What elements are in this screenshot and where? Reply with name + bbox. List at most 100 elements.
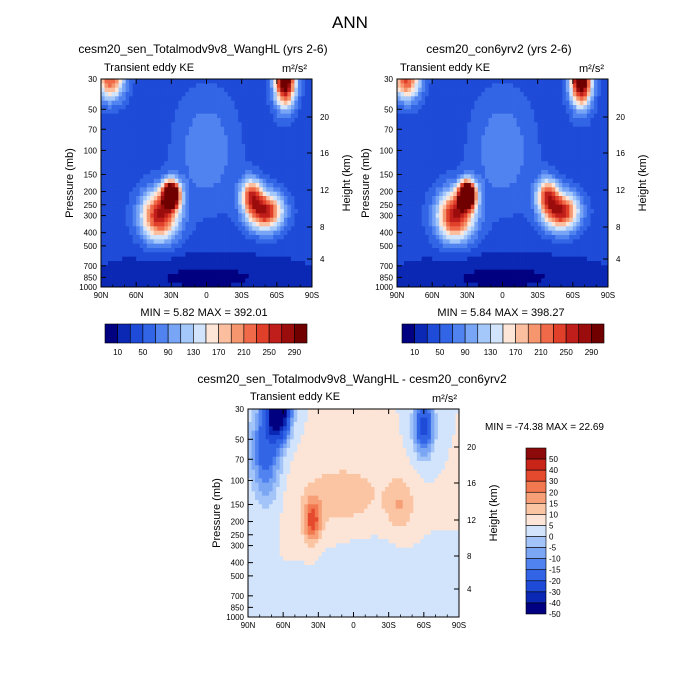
heatmap-cell <box>252 204 257 210</box>
heatmap-cell <box>146 83 151 89</box>
heatmap-cell <box>202 165 207 171</box>
heatmap-cell <box>259 139 264 145</box>
heatmap-cell <box>276 191 281 197</box>
heatmap-cell <box>224 269 228 275</box>
heatmap-cell <box>460 118 465 123</box>
heatmap-cell <box>157 170 162 175</box>
heatmap-cell <box>453 170 458 175</box>
heatmap-cell <box>294 87 299 93</box>
heatmap-cell <box>551 209 556 214</box>
heatmap-cell <box>460 174 465 180</box>
heatmap-cell <box>153 139 158 145</box>
heatmap-cell <box>188 79 193 84</box>
heatmap-cell <box>111 152 116 158</box>
heatmap-cell <box>224 217 228 223</box>
heatmap-cell <box>470 187 475 193</box>
heatmap-cell <box>129 152 133 158</box>
heatmap-cell <box>463 144 468 149</box>
heatmap-cell <box>583 209 588 214</box>
heatmap-cell <box>241 178 246 184</box>
heatmap-cell <box>167 161 172 167</box>
heatmap-cell <box>227 217 232 223</box>
heatmap-cell <box>238 165 243 171</box>
heatmap-cell <box>551 191 556 197</box>
heatmap-cell <box>308 269 313 275</box>
heatmap-cell <box>132 79 137 84</box>
heatmap-cell <box>477 217 482 223</box>
heatmap-cell <box>516 122 521 128</box>
heatmap-cell <box>181 100 186 106</box>
heatmap-cell <box>167 178 172 184</box>
heatmap-cell <box>414 144 419 149</box>
heatmap-cell <box>297 152 302 158</box>
heatmap-cell <box>241 105 246 110</box>
heatmap-cell <box>269 131 274 136</box>
heatmap-cell <box>122 256 126 262</box>
heatmap-cell <box>160 213 165 219</box>
heatmap-cell <box>304 209 309 214</box>
heatmap-cell <box>181 148 186 154</box>
heatmap-cell <box>171 196 176 201</box>
heatmap-cell <box>206 209 211 214</box>
heatmap-cell <box>428 187 433 193</box>
heatmap-cell <box>146 139 151 145</box>
heatmap-cell <box>449 157 454 162</box>
heatmap-cell <box>262 213 267 219</box>
heatmap-cell <box>467 139 472 145</box>
heatmap-cell <box>262 261 267 266</box>
heatmap-cell <box>231 265 235 271</box>
heatmap-cell <box>301 126 306 132</box>
heatmap-cell <box>283 109 288 115</box>
heatmap-cell <box>132 148 137 154</box>
heatmap-cell <box>132 126 137 132</box>
heatmap-cell <box>548 79 553 84</box>
heatmap-cell <box>509 174 514 180</box>
heatmap-cell <box>153 148 158 154</box>
heatmap-cell <box>308 235 313 240</box>
heatmap-cell <box>241 148 246 154</box>
heatmap-cell <box>139 161 144 167</box>
heatmap-cell <box>217 109 221 115</box>
heatmap-cell <box>579 113 584 119</box>
heatmap-cell <box>495 144 500 149</box>
heatmap-cell <box>238 265 243 271</box>
heatmap-cell <box>516 109 521 115</box>
heatmap-cell <box>530 100 535 106</box>
heatmap-cell <box>276 204 281 210</box>
heatmap-cell <box>224 282 228 288</box>
heatmap-cell <box>185 222 190 227</box>
heatmap-cell <box>541 217 546 223</box>
heatmap-cell <box>150 183 155 188</box>
y-axis-label: Pressure (mb) <box>64 148 76 218</box>
heatmap-cell <box>488 183 493 188</box>
heatmap-cell <box>520 135 524 141</box>
heatmap-cell <box>111 252 116 258</box>
heatmap-cell <box>439 126 444 132</box>
heatmap-cell <box>463 139 468 145</box>
heatmap-cell <box>248 135 253 141</box>
heatmap-cell <box>206 278 211 284</box>
heatmap-cell <box>453 200 458 206</box>
heatmap-cell <box>213 79 218 84</box>
heatmap-cell <box>304 165 309 171</box>
heatmap-cell <box>586 122 591 128</box>
heatmap-cell <box>136 235 141 240</box>
heatmap-cell <box>195 139 200 145</box>
heatmap-cell <box>220 105 225 110</box>
heatmap-cell <box>238 92 243 97</box>
heatmap-cell <box>530 122 535 128</box>
heatmap-cell <box>534 144 539 149</box>
heatmap-cell <box>213 139 218 145</box>
heatmap-cell <box>195 269 200 275</box>
heatmap-cell <box>481 139 486 145</box>
heatmap-cell <box>160 265 165 271</box>
heatmap-cell <box>252 170 257 175</box>
heatmap-cell <box>474 213 479 219</box>
heatmap-cell <box>192 92 197 97</box>
heatmap-cell <box>439 217 444 223</box>
heatmap-cell <box>488 148 493 154</box>
heatmap-cell <box>470 209 475 214</box>
heatmap-cell <box>255 178 260 184</box>
heatmap-cell <box>467 92 472 97</box>
heatmap-cell <box>139 217 144 223</box>
